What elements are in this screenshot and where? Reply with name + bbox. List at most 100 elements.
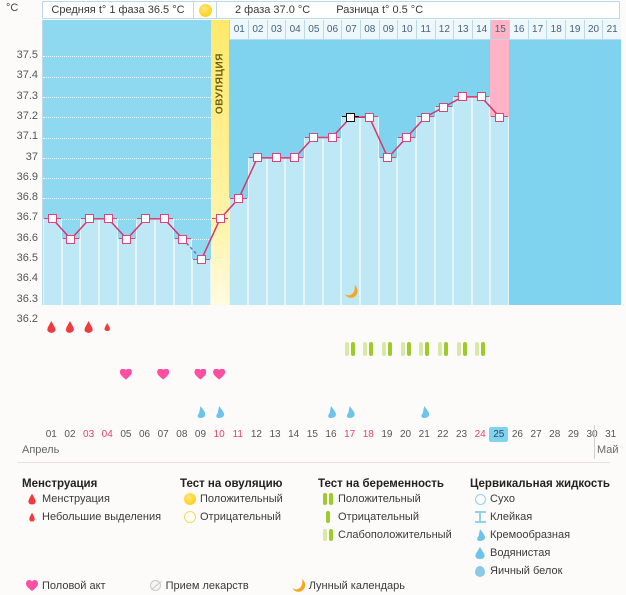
date-cell[interactable]: 15 bbox=[306, 429, 318, 440]
date-cell[interactable]: 23 bbox=[455, 429, 468, 440]
date-cell[interactable]: 29 bbox=[567, 429, 579, 440]
temperature-point[interactable] bbox=[420, 112, 430, 122]
date-cell[interactable]: 18 bbox=[362, 429, 374, 440]
temperature-point[interactable] bbox=[159, 214, 169, 224]
temperature-point[interactable] bbox=[215, 214, 225, 224]
cervical-mucus-marker[interactable] bbox=[210, 404, 229, 420]
date-cell[interactable]: 21 bbox=[418, 429, 430, 440]
pregnancy-test-marker[interactable] bbox=[452, 340, 471, 358]
menstruation-marker[interactable] bbox=[61, 318, 80, 336]
temperature-column[interactable] bbox=[80, 218, 99, 305]
date-cell[interactable]: 02 bbox=[64, 429, 76, 440]
date-cell[interactable]: 20 bbox=[400, 429, 412, 440]
temperature-point[interactable] bbox=[178, 234, 188, 244]
pregnancy-test-marker[interactable] bbox=[434, 340, 453, 358]
date-cell[interactable]: 14 bbox=[288, 429, 300, 440]
date-cell[interactable]: 13 bbox=[269, 429, 281, 440]
date-cell[interactable]: 09 bbox=[194, 429, 207, 440]
temperature-column[interactable] bbox=[117, 239, 137, 305]
cervical-mucus-marker[interactable] bbox=[340, 404, 359, 420]
date-cell[interactable]: 03 bbox=[83, 429, 95, 440]
date-cell[interactable]: 16 bbox=[325, 429, 337, 440]
temperature-point[interactable] bbox=[122, 234, 132, 244]
temperature-point[interactable] bbox=[234, 193, 244, 203]
temperature-point[interactable] bbox=[66, 234, 76, 244]
temperature-point[interactable] bbox=[439, 102, 449, 112]
date-cell[interactable]: 04 bbox=[101, 429, 113, 440]
cervical-mucus-marker[interactable] bbox=[191, 404, 210, 420]
temperature-point[interactable] bbox=[85, 214, 95, 224]
temperature-point[interactable] bbox=[495, 112, 505, 122]
temperature-point[interactable] bbox=[141, 214, 151, 224]
temperature-column[interactable] bbox=[266, 157, 286, 305]
pregnancy-test-marker[interactable] bbox=[359, 340, 378, 358]
pregnancy-test-marker[interactable] bbox=[340, 340, 359, 358]
date-cell[interactable]: 25 bbox=[489, 427, 509, 442]
date-cell[interactable]: 26 bbox=[511, 429, 523, 440]
temperature-column[interactable] bbox=[490, 117, 510, 305]
intercourse-marker[interactable] bbox=[210, 366, 229, 382]
temperature-column[interactable] bbox=[43, 218, 62, 305]
temperature-column[interactable] bbox=[359, 117, 379, 305]
cervical-mucus-marker[interactable] bbox=[415, 404, 434, 420]
date-cell[interactable]: 31 bbox=[605, 429, 617, 440]
date-cell[interactable]: 17 bbox=[344, 429, 356, 440]
date-cell[interactable]: 05 bbox=[120, 429, 132, 440]
temperature-point[interactable] bbox=[47, 214, 57, 224]
temperature-point[interactable] bbox=[364, 112, 374, 122]
temperature-column[interactable] bbox=[397, 137, 416, 305]
temperature-column[interactable] bbox=[248, 157, 267, 305]
temperature-point[interactable] bbox=[252, 153, 262, 163]
date-cell[interactable]: 10 bbox=[213, 429, 225, 440]
temperature-column[interactable] bbox=[415, 117, 435, 305]
temperature-column[interactable] bbox=[173, 239, 193, 305]
date-cell[interactable]: 08 bbox=[176, 429, 188, 440]
temperature-column[interactable] bbox=[98, 218, 118, 305]
intercourse-marker[interactable] bbox=[191, 366, 210, 382]
date-cell[interactable]: 27 bbox=[530, 429, 542, 440]
temperature-column[interactable] bbox=[61, 239, 81, 305]
temperature-column[interactable] bbox=[453, 96, 472, 305]
date-cell[interactable]: 07 bbox=[157, 429, 169, 440]
date-cell[interactable]: 01 bbox=[45, 429, 57, 440]
temperature-point[interactable] bbox=[383, 153, 393, 163]
temperature-point[interactable] bbox=[196, 254, 206, 264]
date-cell[interactable]: 06 bbox=[138, 429, 151, 440]
temperature-point[interactable] bbox=[103, 214, 113, 224]
pregnancy-test-marker[interactable] bbox=[378, 340, 397, 358]
temperature-column[interactable] bbox=[304, 137, 323, 305]
date-axis[interactable]: 01 02 03 04 05 06 07 08 09 10 11 12 13 14 15 16 17 18 19 20… bbox=[42, 427, 620, 443]
intercourse-marker[interactable] bbox=[154, 366, 173, 382]
date-cell[interactable]: 19 bbox=[381, 429, 393, 440]
temperature-point[interactable] bbox=[402, 133, 412, 143]
menstruation-light-marker[interactable] bbox=[98, 318, 117, 336]
temperature-point[interactable] bbox=[346, 112, 356, 122]
pregnancy-test-marker[interactable] bbox=[396, 340, 415, 358]
temperature-column[interactable] bbox=[154, 218, 174, 305]
temperature-column[interactable] bbox=[434, 107, 454, 305]
intercourse-marker[interactable] bbox=[117, 366, 136, 382]
temperature-column[interactable] bbox=[471, 96, 491, 305]
temperature-point[interactable] bbox=[271, 153, 281, 163]
temperature-point[interactable] bbox=[290, 153, 300, 163]
temperature-point[interactable] bbox=[308, 133, 318, 143]
temperature-column[interactable] bbox=[229, 198, 249, 305]
temperature-column[interactable] bbox=[192, 259, 211, 305]
temperature-point[interactable] bbox=[476, 92, 486, 102]
temperature-column[interactable] bbox=[341, 117, 360, 305]
date-cell[interactable]: 30 bbox=[586, 429, 598, 440]
temperature-column[interactable] bbox=[136, 218, 155, 305]
cervical-mucus-marker[interactable] bbox=[322, 404, 341, 420]
temperature-point[interactable] bbox=[458, 92, 468, 102]
pregnancy-test-marker[interactable] bbox=[415, 340, 434, 358]
menstruation-marker[interactable] bbox=[79, 318, 98, 336]
temperature-column[interactable] bbox=[378, 157, 398, 305]
date-cell[interactable]: 12 bbox=[250, 429, 262, 440]
temperature-column[interactable] bbox=[322, 137, 342, 305]
temperature-column[interactable] bbox=[285, 157, 305, 305]
menstruation-marker[interactable] bbox=[42, 318, 61, 336]
temperature-point[interactable] bbox=[327, 133, 337, 143]
pregnancy-test-marker[interactable] bbox=[471, 340, 490, 358]
date-cell[interactable]: 24 bbox=[474, 429, 486, 440]
date-cell[interactable]: 22 bbox=[437, 429, 449, 440]
